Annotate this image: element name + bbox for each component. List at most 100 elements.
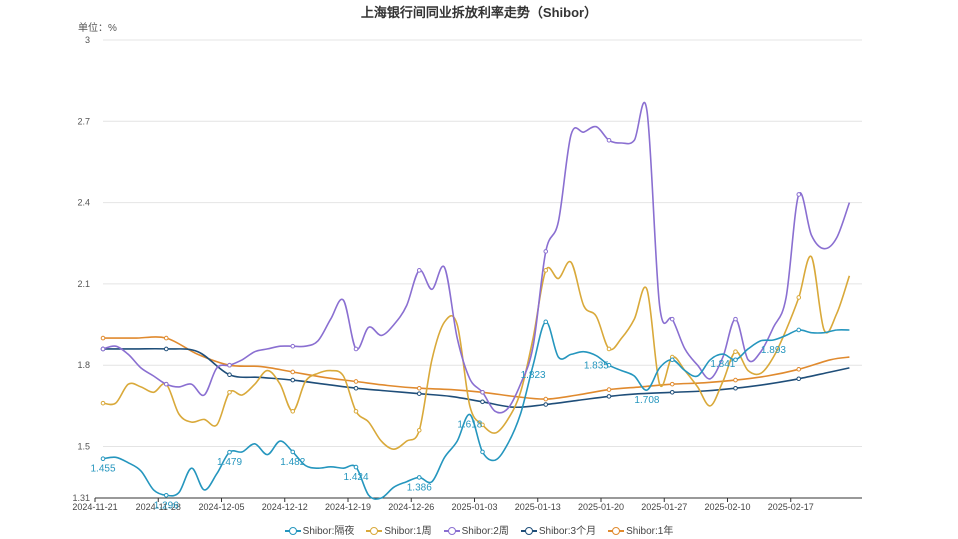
data-point [163, 335, 169, 341]
data-point [543, 402, 549, 407]
data-point [290, 377, 296, 383]
legend-label: Shibor:3个月 [538, 526, 597, 537]
x-tick-label: 2024-12-19 [325, 502, 371, 512]
data-label: 1.841 [710, 359, 735, 370]
data-label: 1.424 [343, 472, 368, 483]
data-point [796, 327, 802, 333]
data-point [733, 349, 738, 354]
data-point [290, 343, 296, 349]
data-label: 1.296 [154, 500, 179, 511]
data-point [163, 492, 169, 498]
y-tick-label: 2.7 [77, 116, 90, 126]
data-point [669, 390, 675, 395]
series-line-3 [102, 347, 850, 409]
legend-item[interactable]: Shibor:1周 [366, 522, 432, 537]
data-point [669, 381, 675, 387]
data-point [290, 408, 296, 414]
data-point [353, 385, 359, 391]
data-point [416, 391, 422, 396]
data-point [796, 192, 802, 197]
data-point [353, 408, 359, 414]
legend-label: Shibor:1年 [626, 526, 674, 537]
data-point [796, 376, 802, 382]
data-point [606, 387, 612, 392]
series-line-0 [102, 320, 850, 500]
legend-item[interactable]: Shibor:2周 [443, 522, 509, 537]
data-point [290, 369, 296, 375]
data-point [480, 390, 485, 395]
data-point [416, 385, 422, 391]
data-point [353, 346, 359, 352]
data-point [227, 372, 232, 377]
data-label: 1.386 [407, 482, 432, 493]
x-tick-label: 2024-11-21 [72, 502, 117, 512]
x-tick-label: 2025-01-20 [578, 502, 624, 512]
data-label: 1.479 [217, 457, 242, 468]
x-tick-label: 2025-01-13 [515, 502, 561, 512]
data-point [100, 335, 106, 341]
x-tick-label: 2025-01-27 [641, 502, 687, 512]
data-point [290, 449, 296, 455]
y-tick-label: 1.31 [72, 493, 90, 503]
legend-marker-icon [284, 527, 301, 536]
data-label: 1.893 [761, 345, 786, 356]
data-point [353, 379, 359, 384]
y-unit-label: 单位：% [78, 23, 117, 34]
x-tick-label: 2025-02-17 [768, 502, 814, 512]
data-point [733, 357, 738, 363]
legend: Shibor:隔夜 Shibor:1周 Shibor:2周 Shibor:3个月 Shi… [0, 522, 958, 537]
data-point [796, 295, 802, 300]
legend-item[interactable]: Shibor:隔夜 [284, 522, 355, 537]
data-label: 1.708 [634, 395, 659, 406]
legend-marker-icon [608, 527, 625, 536]
x-tick-label: 2024-12-26 [388, 502, 434, 512]
data-point [606, 346, 612, 352]
data-label: 1.455 [90, 464, 115, 475]
legend-item[interactable]: Shibor:3个月 [520, 522, 597, 537]
y-tick-label: 3 [85, 35, 90, 45]
x-tick-label: 2024-12-12 [262, 502, 308, 512]
x-tick-label: 2025-01-03 [451, 502, 497, 512]
y-tick-label: 2.4 [77, 198, 90, 208]
data-point [733, 385, 738, 391]
data-point [416, 475, 422, 480]
data-label: 1.618 [457, 420, 482, 431]
legend-label: Shibor:2周 [461, 526, 509, 537]
data-point [353, 464, 359, 470]
data-point [227, 449, 232, 455]
x-tick-label: 2024-12-05 [198, 502, 244, 512]
data-point [733, 377, 738, 383]
data-point [606, 394, 612, 399]
data-point [163, 346, 169, 352]
legend-label: Shibor:隔夜 [302, 526, 355, 537]
data-point [100, 346, 106, 352]
data-point [100, 456, 106, 462]
data-point [416, 268, 422, 273]
data-point [669, 316, 675, 322]
data-point [480, 422, 485, 428]
data-point [480, 399, 485, 405]
data-label: 1.835 [584, 361, 609, 372]
chart-title: 上海银行间同业拆放利率走势（Shibor） [360, 5, 598, 20]
y-tick-label: 1.5 [77, 442, 90, 452]
series-line-4 [102, 336, 850, 400]
data-point [543, 268, 549, 273]
legend-marker-icon [443, 527, 460, 536]
data-point [543, 249, 549, 254]
data-point [796, 366, 802, 372]
x-tick-label: 2024-11-28 [136, 502, 181, 512]
data-point [606, 137, 612, 143]
data-label: 1.823 [521, 370, 546, 381]
data-point [163, 381, 169, 387]
legend-marker-icon [366, 527, 383, 536]
legend-label: Shibor:1周 [384, 526, 432, 537]
data-point [733, 316, 738, 322]
series-line-2 [102, 101, 851, 414]
legend-marker-icon [520, 527, 537, 536]
y-tick-label: 2.1 [77, 279, 90, 289]
legend-item[interactable]: Shibor:1年 [608, 522, 673, 537]
data-point [606, 362, 612, 368]
data-point [100, 400, 106, 406]
